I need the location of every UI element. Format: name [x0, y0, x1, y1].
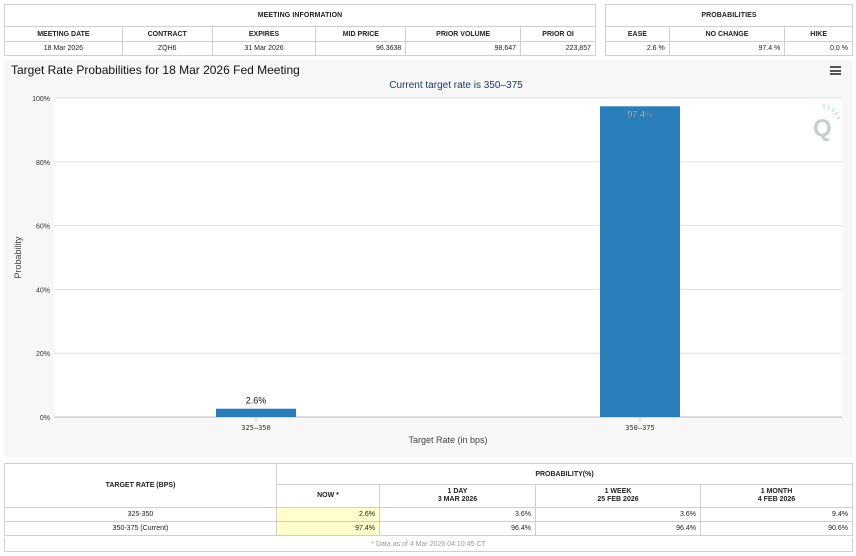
one-month-header: 1 MONTH 4 FEB 2026	[700, 484, 853, 508]
rate-cell: 325-350	[4, 507, 277, 522]
expires-value: 31 Mar 2026	[211, 41, 317, 56]
target-rate-table: TARGET RATE (BPS) PROBABILITY(%) NOW * 1…	[4, 463, 853, 536]
y-tick-label: 80%	[36, 160, 50, 167]
one-week-cell: 3.6%	[535, 507, 701, 522]
col-no-change: NO CHANGE	[668, 26, 786, 42]
menu-icon[interactable]	[830, 66, 841, 75]
probabilities-header: PROBABILITIES	[605, 4, 853, 27]
target-rate-header: TARGET RATE (BPS)	[4, 463, 277, 508]
now-cell: 97.4%	[276, 521, 380, 536]
x-tick-label: 350–375	[625, 424, 655, 432]
x-tick-label: 325–350	[241, 424, 271, 432]
col-expires: EXPIRES	[211, 26, 317, 42]
chart-panel: Current target rate is 350–375 0% 20% 40% 60…	[4, 60, 853, 457]
y-tick-label: 0%	[40, 415, 50, 422]
plot-area	[54, 98, 842, 417]
col-prior-volume: PRIOR VOLUME	[405, 26, 522, 42]
probability-header: PROBABILITY(%)	[276, 463, 853, 485]
contract-value: ZQH6	[121, 41, 213, 56]
one-month-cell: 90.6%	[700, 521, 853, 536]
one-week-cell: 96.4%	[535, 521, 701, 536]
y-tick-label: 20%	[36, 351, 50, 358]
rate-cell: 350-375 (Current)	[4, 521, 277, 536]
y-tick-label: 40%	[36, 287, 50, 294]
meeting-info-header: MEETING INFORMATION	[4, 4, 596, 27]
probability-chart: Current target rate is 350–375 0% 20% 40% 60…	[13, 80, 842, 445]
probabilities-table: PROBABILITIES EASE NO CHANGE HIKE 2.6 % …	[605, 4, 853, 56]
col-meeting-date: MEETING DATE	[4, 26, 123, 42]
now-cell: 2.6%	[276, 507, 380, 522]
y-axis-label: Probability	[13, 236, 23, 279]
data-timestamp-note: * Data as of 4 Mar 2026 04:10:45 CT	[4, 538, 853, 552]
col-ease: EASE	[605, 26, 670, 42]
one-day-header: 1 DAY 3 MAR 2026	[379, 484, 536, 508]
col-prior-oi: PRIOR OI	[520, 26, 596, 42]
table-row: 350-375 (Current) 97.4% 96.4% 96.4% 90.6…	[4, 521, 853, 536]
col-hike: HIKE	[784, 26, 853, 42]
data-label: 97.4%	[627, 109, 653, 119]
now-header: NOW *	[276, 484, 380, 508]
svg-text:Q: Q	[813, 115, 832, 142]
data-label: 2.6%	[246, 396, 267, 406]
one-day-cell: 96.4%	[379, 521, 536, 536]
y-tick-label: 100%	[32, 96, 50, 103]
prior-oi-value: 223,857	[520, 41, 596, 56]
table-row: 325-350 2.6% 3.6% 3.6% 9.4%	[4, 507, 853, 522]
col-mid-price: MID PRICE	[315, 26, 407, 42]
ease-value: 2.6 %	[605, 41, 670, 56]
meeting-info-table: MEETING INFORMATION MEETING DATE CONTRAC…	[4, 4, 596, 56]
one-day-cell: 3.6%	[379, 507, 536, 522]
chart-subtitle: Current target rate is 350–375	[389, 80, 523, 91]
mid-price-value: 96.3638	[315, 41, 407, 56]
bar	[600, 106, 680, 417]
col-contract: CONTRACT	[121, 26, 213, 42]
y-tick-label: 60%	[36, 224, 50, 231]
bar	[216, 408, 296, 417]
one-week-header: 1 WEEK 25 FEB 2026	[535, 484, 701, 508]
meeting-date-value: 18 Mar 2026	[4, 41, 123, 56]
prior-volume-value: 98,647	[405, 41, 522, 56]
q-logo-icon: Q	[813, 104, 841, 142]
hike-value: 0.0 %	[784, 41, 853, 56]
one-month-cell: 9.4%	[700, 507, 853, 522]
x-axis-label: Target Rate (in bps)	[408, 435, 487, 445]
no-change-value: 97.4 %	[668, 41, 786, 56]
chart-title: Target Rate Probabilities for 18 Mar 202…	[11, 63, 300, 77]
